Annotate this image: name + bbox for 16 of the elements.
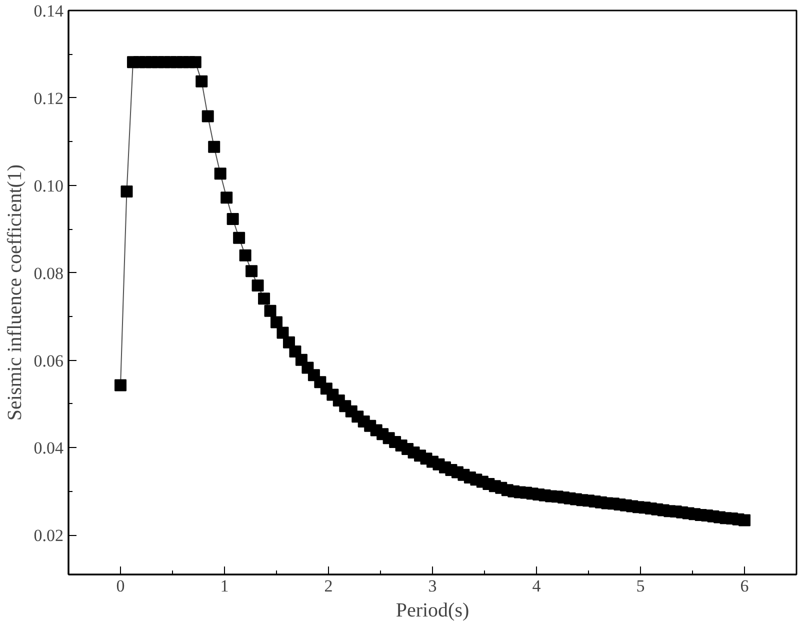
x-tick-label: 1 [220, 576, 229, 596]
y-tick-label: 0.08 [34, 264, 64, 283]
x-tick-label: 6 [740, 576, 749, 596]
y-axis-title: Seismic influence coefficient(1) [4, 164, 26, 421]
x-tick-label: 4 [532, 576, 542, 596]
y-tick-label: 0.06 [34, 351, 64, 370]
x-tick-label: 0 [116, 576, 125, 596]
x-tick-label: 5 [636, 576, 645, 596]
y-tick-label: 0.14 [34, 2, 64, 20]
y-tick-label: 0.12 [34, 88, 64, 108]
y-tick-label: 0.04 [34, 438, 64, 458]
x-tick-label: 3 [428, 576, 437, 596]
x-tick-label: 2 [324, 576, 333, 596]
y-tick-label: 0.10 [34, 176, 64, 196]
x-axis-title: Period(s) [396, 600, 470, 622]
y-tick-label: 0.02 [34, 526, 64, 546]
